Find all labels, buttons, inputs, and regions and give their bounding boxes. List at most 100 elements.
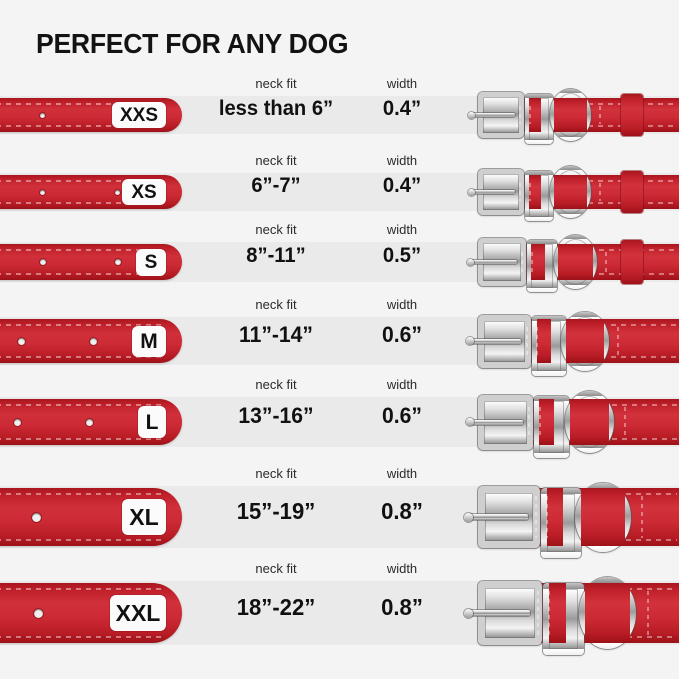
dring-strap-fill xyxy=(581,488,625,546)
stitching-bottom xyxy=(508,202,677,204)
buckle-hole xyxy=(14,418,21,426)
stitching-top xyxy=(508,180,677,182)
collar-hardware xyxy=(466,0,679,679)
width-value: 0.5” xyxy=(382,243,422,267)
buckle-prong xyxy=(468,419,523,425)
size-badge: XL xyxy=(122,499,166,535)
buckle-hole xyxy=(86,418,93,426)
size-badge-label: M xyxy=(140,329,158,353)
collar-strap: M xyxy=(0,319,182,363)
stitching-vertical xyxy=(647,591,650,635)
collar-hardware xyxy=(467,0,679,679)
stitching-vertical xyxy=(538,407,541,437)
width-label: width xyxy=(386,153,418,168)
width-label-column: width 0.8” xyxy=(302,466,502,525)
page-title: PERFECT FOR ANY DOG xyxy=(36,28,349,59)
keeper-strap-fill xyxy=(528,175,541,209)
keeper-strap-fill xyxy=(537,319,552,363)
buckle-prong-tip xyxy=(464,512,474,522)
neck-fit-value: less than 6” xyxy=(218,96,334,120)
stitching-vertical xyxy=(598,183,601,201)
dring-strap-fill xyxy=(553,98,588,132)
stitching-vertical xyxy=(617,327,620,355)
neck-fit-label: neck fit xyxy=(255,377,297,392)
stitching-vertical xyxy=(537,591,540,635)
stitching-vertical xyxy=(623,407,626,437)
neck-fit-label-column: neck fit 18”-22” xyxy=(176,561,376,621)
width-label: width xyxy=(386,222,418,237)
collar-strap: L xyxy=(0,399,182,445)
collar-hardware xyxy=(464,0,679,679)
keeper-strap-fill xyxy=(528,98,541,132)
buckle-prong-tip xyxy=(467,258,475,266)
collar-strap: XXL xyxy=(0,583,182,643)
neck-fit-value: 8”-11” xyxy=(246,243,306,267)
width-label: width xyxy=(386,466,418,481)
size-badge: XXL xyxy=(110,595,166,631)
neck-fit-label: neck fit xyxy=(255,297,297,312)
collar-strap: XXS xyxy=(0,98,182,132)
neck-fit-label: neck fit xyxy=(255,561,297,576)
size-badge-label: XL xyxy=(129,503,159,530)
collar-hardware xyxy=(467,0,679,679)
width-value: 0.6” xyxy=(382,403,422,428)
buckle-prong xyxy=(470,190,516,194)
buckle-prong xyxy=(467,514,529,520)
stitching-vertical xyxy=(528,106,531,124)
size-badge: L xyxy=(138,406,166,438)
stitching-top xyxy=(0,493,166,495)
size-badge: XXS xyxy=(112,102,166,128)
stitching-bottom xyxy=(0,356,166,358)
buckle-prong-tip xyxy=(467,188,475,196)
stitching-top xyxy=(0,404,166,406)
neck-fit-label-column: neck fit 8”-11” xyxy=(176,222,376,268)
buckle-prong xyxy=(469,338,521,344)
width-label-column: width 0.6” xyxy=(302,377,502,429)
neck-fit-value: 6”-7” xyxy=(251,173,301,197)
stitching-vertical xyxy=(520,252,523,272)
size-badge-label: XS xyxy=(131,181,157,203)
buckle-prong xyxy=(467,610,530,616)
stitching-vertical xyxy=(528,407,531,437)
width-value: 0.8” xyxy=(381,497,423,524)
neck-fit-label: neck fit xyxy=(255,153,297,168)
collar-hardware xyxy=(463,0,679,679)
buckle-hole xyxy=(40,259,46,265)
buckle-prong xyxy=(470,113,516,117)
stitching-top xyxy=(0,180,166,182)
stitching-vertical xyxy=(535,496,538,538)
collar-hardware xyxy=(465,0,679,679)
stitching-vertical xyxy=(640,496,643,538)
stitching-top xyxy=(0,249,166,251)
neck-fit-label: neck fit xyxy=(255,222,297,237)
collar-strap: S xyxy=(0,244,182,280)
size-badge-label: S xyxy=(144,251,158,273)
stitching-top xyxy=(0,324,166,326)
stitching-vertical xyxy=(605,252,608,272)
size-badge-label: XXS xyxy=(119,104,159,126)
belt-loop xyxy=(621,240,643,284)
keeper-strap-fill xyxy=(530,244,545,280)
buckle-hole xyxy=(18,337,25,345)
buckle-prong-tip xyxy=(466,337,475,345)
width-value: 0.6” xyxy=(382,322,422,347)
stitching-top xyxy=(0,103,166,105)
stitching-bottom xyxy=(508,125,677,127)
neck-fit-value: 13”-16” xyxy=(238,403,314,428)
size-badge: XS xyxy=(122,179,166,205)
width-value: 0.8” xyxy=(381,593,423,620)
size-badge-label: XXL xyxy=(115,599,161,626)
stitching-bottom xyxy=(0,273,166,275)
buckle-hole xyxy=(90,337,97,345)
buckle-hole xyxy=(32,512,41,522)
neck-fit-label-column: neck fit less than 6” xyxy=(176,76,376,121)
dring-strap-fill xyxy=(553,175,588,209)
keeper-strap-fill xyxy=(539,399,555,445)
size-badge: M xyxy=(132,325,166,357)
neck-fit-value: 18”-22” xyxy=(236,593,316,620)
stitching-bottom xyxy=(0,202,166,204)
stitching-top xyxy=(508,103,677,105)
belt-loop xyxy=(621,94,643,136)
buckle-prong-tip xyxy=(463,608,473,618)
collar-hardware xyxy=(467,0,679,679)
